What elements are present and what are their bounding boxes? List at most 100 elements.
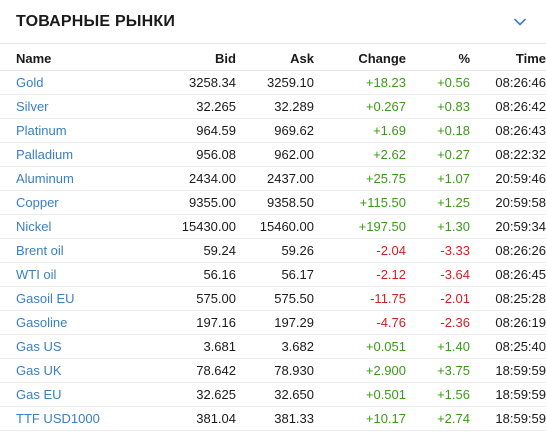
percent-value: -3.64 xyxy=(406,262,470,287)
table-row: Palladium 956.08 962.00 +2.62 +0.27 08:22:32 xyxy=(0,142,546,167)
change-value: -2.04 xyxy=(314,238,406,263)
table-row: Copper 9355.00 9358.50 +115.50 +1.25 20:59:58 xyxy=(0,190,546,215)
instrument-link[interactable]: Copper xyxy=(16,195,59,210)
instrument-cell: Gas EU xyxy=(0,382,136,407)
instrument-cell: Platinum xyxy=(0,118,136,143)
change-value: +25.75 xyxy=(314,166,406,191)
time-value: 08:25:40 xyxy=(470,334,546,359)
time-value: 08:22:32 xyxy=(470,142,546,167)
percent-value: +1.56 xyxy=(406,382,470,407)
instrument-link[interactable]: Gas US xyxy=(16,339,62,354)
instrument-cell: Gasoline xyxy=(0,310,136,335)
time-value: 08:26:19 xyxy=(470,310,546,335)
instrument-cell: Gas US xyxy=(0,334,136,359)
ask-value: 59.26 xyxy=(236,238,314,263)
time-value: 20:59:58 xyxy=(470,190,546,215)
time-value: 18:59:59 xyxy=(470,358,546,383)
bid-value: 956.08 xyxy=(136,142,236,167)
change-value: +18.23 xyxy=(314,70,406,95)
percent-value: +0.83 xyxy=(406,94,470,119)
change-value: +2.62 xyxy=(314,142,406,167)
instrument-cell: TTF USD1000 xyxy=(0,406,136,431)
instrument-cell: Gasoil EU xyxy=(0,286,136,311)
time-value: 08:26:42 xyxy=(470,94,546,119)
instrument-link[interactable]: Silver xyxy=(16,99,49,114)
bid-value: 15430.00 xyxy=(136,214,236,239)
percent-value: -2.36 xyxy=(406,310,470,335)
bid-value: 964.59 xyxy=(136,118,236,143)
table-row: Aluminum 2434.00 2437.00 +25.75 +1.07 20:59:4… xyxy=(0,166,546,191)
instrument-link[interactable]: Palladium xyxy=(16,147,74,162)
instrument-link[interactable]: Brent oil xyxy=(16,243,64,258)
time-value: 08:25:28 xyxy=(470,286,546,311)
instrument-cell: Nickel xyxy=(0,214,136,239)
table-row: Gasoline 197.16 197.29 -4.76 -2.36 08:26:19 xyxy=(0,310,546,335)
quotes-table-body: Gold 3258.34 3259.10 +18.23 +0.56 08:26:46 Sil… xyxy=(0,70,546,431)
instrument-link[interactable]: Aluminum xyxy=(16,171,74,186)
time-value: 20:59:34 xyxy=(470,214,546,239)
widget-header: ТОВАРНЫЕ РЫНКИ xyxy=(0,0,546,44)
ask-value: 197.29 xyxy=(236,310,314,335)
time-value: 08:26:43 xyxy=(470,118,546,143)
instrument-link[interactable]: Platinum xyxy=(16,123,67,138)
instrument-link[interactable]: Gasoline xyxy=(16,315,68,330)
ask-value: 15460.00 xyxy=(236,214,314,239)
percent-value: +1.30 xyxy=(406,214,470,239)
table-row: Platinum 964.59 969.62 +1.69 +0.18 08:26:43 xyxy=(0,118,546,143)
instrument-cell: Silver xyxy=(0,94,136,119)
instrument-link[interactable]: Gasoil EU xyxy=(16,291,75,306)
instrument-link[interactable]: Gas EU xyxy=(16,387,62,402)
time-value: 18:59:59 xyxy=(470,406,546,431)
time-value: 20:59:46 xyxy=(470,166,546,191)
bid-value: 59.24 xyxy=(136,238,236,263)
instrument-link[interactable]: WTI oil xyxy=(16,267,57,282)
instrument-cell: Copper xyxy=(0,190,136,215)
bid-value: 197.16 xyxy=(136,310,236,335)
ask-value: 32.650 xyxy=(236,382,314,407)
instrument-link[interactable]: Gold xyxy=(16,75,44,90)
percent-value: +1.25 xyxy=(406,190,470,215)
ask-value: 962.00 xyxy=(236,142,314,167)
percent-value: +3.75 xyxy=(406,358,470,383)
change-value: +1.69 xyxy=(314,118,406,143)
percent-value: +0.56 xyxy=(406,70,470,95)
bid-value: 56.16 xyxy=(136,262,236,287)
ask-value: 56.17 xyxy=(236,262,314,287)
table-row: WTI oil 56.16 56.17 -2.12 -3.64 08:26:45 xyxy=(0,262,546,287)
change-value: -11.75 xyxy=(314,286,406,311)
instrument-cell: Gold xyxy=(0,70,136,95)
ask-value: 78.930 xyxy=(236,358,314,383)
column-header-time: Time xyxy=(470,46,546,71)
change-value: +2.900 xyxy=(314,358,406,383)
instrument-link[interactable]: Nickel xyxy=(16,219,52,234)
quotes-table: Name Bid Ask Change % Time Gold 3258.34 32… xyxy=(0,46,546,431)
change-value: -4.76 xyxy=(314,310,406,335)
bid-value: 575.00 xyxy=(136,286,236,311)
change-value: -2.12 xyxy=(314,262,406,287)
table-row: Brent oil 59.24 59.26 -2.04 -3.33 08:26:26 xyxy=(0,238,546,263)
change-value: +197.50 xyxy=(314,214,406,239)
table-row: Gold 3258.34 3259.10 +18.23 +0.56 08:26:46 xyxy=(0,70,546,95)
chevron-down-icon[interactable] xyxy=(512,14,528,30)
table-row: TTF USD1000 381.04 381.33 +10.17 +2.74 18:59:… xyxy=(0,406,546,431)
table-row: Silver 32.265 32.289 +0.267 +0.83 08:26:42 xyxy=(0,94,546,119)
instrument-link[interactable]: TTF USD1000 xyxy=(16,411,100,426)
percent-value: +2.74 xyxy=(406,406,470,431)
column-header-name: Name xyxy=(0,46,136,71)
ask-value: 381.33 xyxy=(236,406,314,431)
table-row: Nickel 15430.00 15460.00 +197.50 +1.30 20:59:… xyxy=(0,214,546,239)
time-value: 08:26:26 xyxy=(470,238,546,263)
instrument-cell: Gas UK xyxy=(0,358,136,383)
bid-value: 2434.00 xyxy=(136,166,236,191)
percent-value: -3.33 xyxy=(406,238,470,263)
table-row: Gas UK 78.642 78.930 +2.900 +3.75 18:59:59 xyxy=(0,358,546,383)
instrument-cell: WTI oil xyxy=(0,262,136,287)
ask-value: 2437.00 xyxy=(236,166,314,191)
ask-value: 32.289 xyxy=(236,94,314,119)
instrument-link[interactable]: Gas UK xyxy=(16,363,62,378)
bid-value: 32.625 xyxy=(136,382,236,407)
percent-value: -2.01 xyxy=(406,286,470,311)
time-value: 18:59:59 xyxy=(470,382,546,407)
instrument-cell: Aluminum xyxy=(0,166,136,191)
